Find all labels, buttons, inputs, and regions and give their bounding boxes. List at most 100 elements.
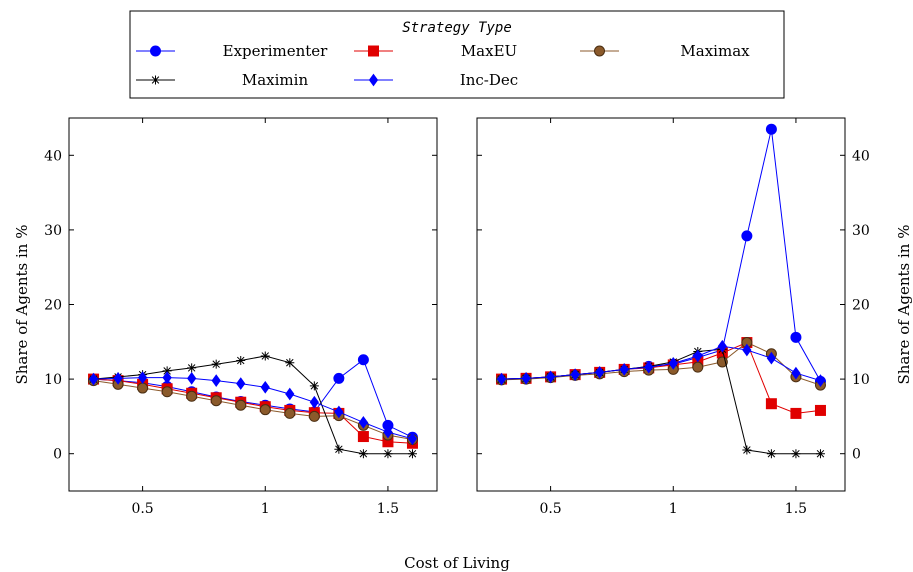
right-maximin-point-10: [742, 445, 752, 455]
left-x-tick-label: 0.5: [131, 501, 153, 517]
right-inc-dec-point-8: [693, 349, 703, 363]
right-y-tick-label: 0: [852, 447, 861, 463]
legend-item-maximax: Maximax: [580, 42, 750, 60]
right-experimenter-point-10: [741, 230, 753, 242]
right-experimenter-point-12: [790, 331, 802, 343]
right-inc-dec-point-5: [619, 363, 629, 376]
left-maxeu-point-11: [357, 431, 369, 443]
right-x-tick-label: 1.5: [785, 501, 807, 517]
left-y-tick-label: 40: [44, 148, 62, 164]
right-maximax-point-8: [692, 361, 704, 373]
left-maximax-point-2: [137, 382, 149, 394]
legend-label-maximin: Maximin: [242, 71, 309, 89]
left-x-tick-label: 1.5: [377, 501, 399, 517]
left-inc-dec-point-12: [383, 425, 393, 439]
left-y-tick-label: 20: [44, 298, 62, 314]
legend: Strategy Type Experimenter MaxEU Maximax Ma…: [129, 10, 785, 99]
right-inc-dec-point-3: [570, 368, 580, 381]
right-inc-dec-point-13: [815, 374, 826, 387]
right-series-experimenter: [496, 123, 826, 387]
legend-label-experimenter: Experimenter: [223, 42, 329, 60]
x-axis-label: Cost of Living: [404, 554, 510, 572]
left-panel: 0.5 1 1.5 0 10 20 30 40 Share of Agents in %: [13, 117, 438, 517]
left-maximin-point-8: [285, 358, 295, 368]
left-maximax-point-4: [186, 390, 198, 402]
legend-item-experimenter: Experimenter: [136, 42, 328, 60]
left-inc-dec-point-5: [211, 374, 221, 387]
right-maxeu-point-13: [814, 404, 826, 416]
right-series-inc-dec: [496, 339, 826, 387]
left-inc-dec-point-0: [88, 372, 99, 386]
left-maximin-point-10: [334, 444, 344, 454]
left-maximin-point-7: [260, 351, 270, 361]
right-experimenter-line: [501, 129, 821, 382]
right-y-tick-label: 30: [852, 223, 870, 239]
right-y-tick-label: 40: [852, 148, 870, 164]
legend-label-maximax: Maximax: [680, 42, 750, 60]
left-inc-dec-point-11: [358, 416, 369, 429]
legend-item-maxeu: MaxEU: [354, 42, 517, 60]
legend-marker-maximax-point-0: [594, 45, 605, 57]
left-inc-dec-point-7: [260, 380, 270, 394]
left-maximax-point-7: [259, 404, 271, 416]
left-series-inc-dec: [88, 371, 418, 446]
right-plot-frame: [476, 117, 846, 492]
right-panel: 0.5 1 1.5 0 10 20 30 40 Share of Agents in %: [476, 117, 913, 517]
left-maximax-point-6: [235, 399, 247, 411]
right-y-tick-label: 20: [852, 298, 870, 314]
left-x-tick-label: 1: [261, 501, 270, 517]
legend-marker-inc-dec-point-0: [368, 73, 379, 87]
left-experimenter-point-11: [357, 354, 369, 366]
left-maximin-point-11: [358, 449, 368, 459]
right-maxeu-point-11: [765, 398, 777, 410]
right-maximin-point-11: [766, 449, 776, 459]
right-inc-dec-point-6: [644, 360, 654, 374]
left-inc-dec-point-3: [162, 371, 172, 384]
legend-title: Strategy Type: [402, 20, 512, 36]
left-maximax-point-5: [210, 395, 222, 407]
legend-label-inc-dec: Inc-Dec: [460, 71, 518, 89]
left-maximin-point-3: [162, 366, 172, 376]
right-y-tick-label: 10: [852, 372, 870, 388]
right-inc-dec-point-10: [742, 343, 752, 357]
legend-label-maxeu: MaxEU: [461, 42, 517, 60]
left-y-tick-label: 30: [44, 223, 62, 239]
right-inc-dec-point-9: [717, 339, 727, 353]
left-inc-dec-point-2: [137, 371, 148, 384]
right-inc-dec-point-2: [545, 370, 556, 384]
right-maximin-point-12: [791, 449, 801, 459]
right-maxeu-point-12: [790, 407, 802, 419]
left-maximin-point-4: [187, 363, 197, 373]
left-maximax-point-3: [161, 386, 173, 398]
right-inc-dec-point-1: [521, 372, 531, 385]
right-x-tick-label: 0.5: [539, 501, 561, 517]
right-x-tick-label: 1: [669, 501, 678, 517]
right-inc-dec-point-12: [791, 366, 801, 380]
left-y-tick-label: 0: [53, 447, 62, 463]
left-inc-dec-point-10: [334, 405, 344, 419]
legend-item-maximin: Maximin: [136, 71, 308, 89]
right-inc-dec-point-7: [668, 357, 678, 370]
legend-marker-maxeu-point-0: [368, 45, 379, 57]
right-y-axis-label: Share of Agents in %: [895, 225, 913, 385]
left-inc-dec-point-6: [236, 377, 246, 390]
left-maximin-line: [93, 355, 413, 455]
right-inc-dec-point-4: [595, 366, 605, 379]
left-maximin-point-12: [383, 449, 393, 459]
legend-marker-experimenter-point-0: [150, 45, 161, 57]
right-maximin-point-13: [815, 449, 825, 459]
left-inc-dec-point-9: [309, 395, 319, 409]
left-maximin-point-9: [309, 381, 319, 391]
left-inc-dec-point-1: [113, 372, 123, 385]
left-experimenter-point-10: [333, 372, 345, 384]
left-maximin-point-13: [407, 449, 417, 459]
legend-marker-maximin-point-0: [151, 75, 160, 85]
right-inc-dec-point-0: [496, 372, 507, 386]
left-y-tick-label: 10: [44, 372, 62, 388]
left-plot-frame: [68, 117, 438, 492]
left-inc-dec-point-4: [187, 372, 197, 385]
left-series-experimenter: [88, 354, 418, 443]
right-inc-dec-point-11: [766, 351, 777, 365]
left-maximax-point-9: [308, 410, 320, 422]
